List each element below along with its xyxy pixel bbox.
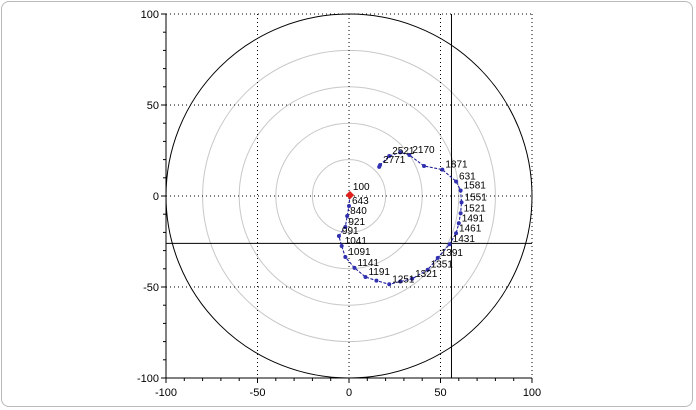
trace-point bbox=[339, 244, 344, 249]
point-label: 1871 bbox=[445, 160, 468, 171]
point-label: 1251 bbox=[392, 274, 415, 285]
trace-point bbox=[345, 214, 350, 219]
point-label: 1461 bbox=[459, 223, 482, 234]
point-label: 1581 bbox=[464, 181, 487, 192]
trace-point bbox=[398, 150, 403, 155]
point-label: 840 bbox=[350, 206, 367, 217]
point-label: 1351 bbox=[431, 260, 454, 271]
trace-point bbox=[447, 242, 452, 247]
trace-point bbox=[456, 221, 461, 226]
point-label: 1391 bbox=[441, 248, 464, 259]
point-label: 643 bbox=[352, 196, 369, 207]
trace-point bbox=[387, 282, 392, 287]
point-label: 1321 bbox=[415, 269, 438, 280]
trace-point bbox=[343, 224, 348, 229]
point-label: 1551 bbox=[465, 192, 488, 203]
point-label: 1491 bbox=[462, 213, 485, 224]
trace-point bbox=[458, 211, 463, 216]
trace-point bbox=[410, 276, 415, 281]
trace-point bbox=[435, 255, 440, 260]
point-label: 2170 bbox=[412, 145, 435, 156]
trace-point bbox=[347, 204, 351, 209]
y-tick-label: 0 bbox=[153, 191, 159, 203]
trace-point bbox=[454, 179, 459, 184]
point-label: 631 bbox=[459, 171, 476, 182]
trace-point bbox=[387, 153, 392, 158]
point-label: 100 bbox=[353, 182, 370, 193]
y-tick-label: 100 bbox=[141, 9, 159, 21]
point-label: 1091 bbox=[348, 247, 371, 258]
point-label: 1521 bbox=[464, 203, 487, 214]
y-tick-label: 50 bbox=[147, 100, 159, 112]
trace-point bbox=[398, 279, 403, 284]
trace-point bbox=[343, 254, 348, 259]
trace-point bbox=[377, 164, 382, 169]
trace-point bbox=[336, 234, 341, 239]
trace-point bbox=[459, 200, 464, 205]
trace-point bbox=[407, 153, 412, 158]
x-tick-label: -50 bbox=[250, 387, 266, 399]
point-label: 2771 bbox=[383, 155, 406, 166]
trace-point bbox=[454, 231, 459, 236]
range-ring bbox=[311, 159, 387, 233]
trace-point bbox=[374, 278, 379, 283]
trace-point bbox=[352, 265, 357, 270]
trace-point bbox=[363, 274, 368, 279]
trace-point bbox=[458, 188, 463, 193]
point-label: 1191 bbox=[368, 267, 390, 278]
point-label: 921 bbox=[348, 217, 365, 228]
y-tick-label: -50 bbox=[143, 282, 159, 294]
x-tick-label: 50 bbox=[434, 387, 446, 399]
point-label: 2521 bbox=[392, 146, 415, 157]
point-label: 1431 bbox=[453, 234, 476, 245]
trace-point bbox=[440, 167, 445, 172]
y-tick-label: -100 bbox=[137, 373, 159, 385]
point-label: 1041 bbox=[345, 236, 368, 247]
x-tick-label: 0 bbox=[346, 387, 352, 399]
x-tick-label: 100 bbox=[523, 387, 541, 399]
trace-point bbox=[422, 163, 427, 168]
point-label: 991 bbox=[342, 226, 359, 237]
point-label: 1141 bbox=[357, 258, 379, 269]
x-tick-label: -100 bbox=[155, 387, 177, 399]
trace-point bbox=[425, 267, 430, 272]
start-point-marker bbox=[345, 190, 355, 200]
